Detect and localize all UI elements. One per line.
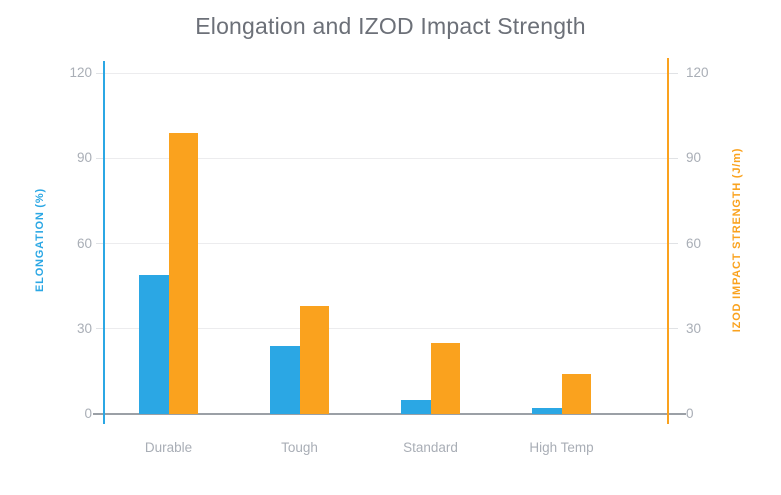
right-axis-line: [667, 58, 669, 424]
left-axis-tick-label-120: 120: [69, 65, 92, 80]
left-tick-120: [96, 72, 105, 74]
left-axis-title: ELONGATION (%): [34, 188, 46, 292]
left-axis-tick-label-30: 30: [76, 320, 92, 336]
right-axis-tick-label-90: 90: [686, 150, 702, 166]
bar-standard-izod: [430, 342, 460, 414]
right-axis-tick-label-30: 30: [686, 320, 702, 336]
bar-tough-izod: [299, 306, 329, 414]
chart-title: Elongation and IZOD Impact Strength: [195, 13, 586, 39]
x-tick-label-durable: Durable: [144, 440, 193, 455]
left-tick-90: [96, 157, 105, 159]
gridline-90: [105, 157, 668, 159]
left-tick-60: [96, 243, 105, 244]
x-tick-label-high-temp: High Temp: [529, 440, 594, 455]
right-axis-tick-label-60: 60: [686, 235, 702, 251]
left-axis-line: [103, 61, 105, 424]
right-tick-30: [669, 328, 678, 330]
gridline-60: [105, 243, 668, 244]
left-axis-tick-label-60: 60: [76, 235, 92, 251]
x-tick-label-tough: Tough: [281, 440, 318, 455]
right-tick-90: [669, 157, 678, 159]
right-tick-60: [669, 243, 678, 244]
right-axis-tick-label-120: 120: [686, 65, 709, 80]
right-tick-120: [669, 72, 678, 74]
bar-standard-elongation: [401, 399, 431, 414]
left-axis-tick-label-0: 0: [84, 406, 92, 421]
right-axis-tick-label-0: 0: [686, 406, 694, 421]
x-tick-label-standard: Standard: [403, 440, 458, 455]
bar-durable-izod: [168, 132, 198, 414]
gridline-30: [105, 328, 668, 330]
left-axis-tick-label-90: 90: [76, 150, 92, 166]
right-axis-title: IZOD IMPACT STRENGTH (J/m): [731, 147, 743, 333]
x-axis-baseline: [93, 413, 686, 415]
bar-high-temp-izod: [561, 374, 591, 414]
bar-durable-elongation: [139, 274, 169, 414]
bar-tough-elongation: [270, 345, 300, 414]
bar-high-temp-elongation: [532, 408, 562, 414]
left-tick-30: [96, 328, 105, 330]
gridline-120: [105, 72, 668, 74]
